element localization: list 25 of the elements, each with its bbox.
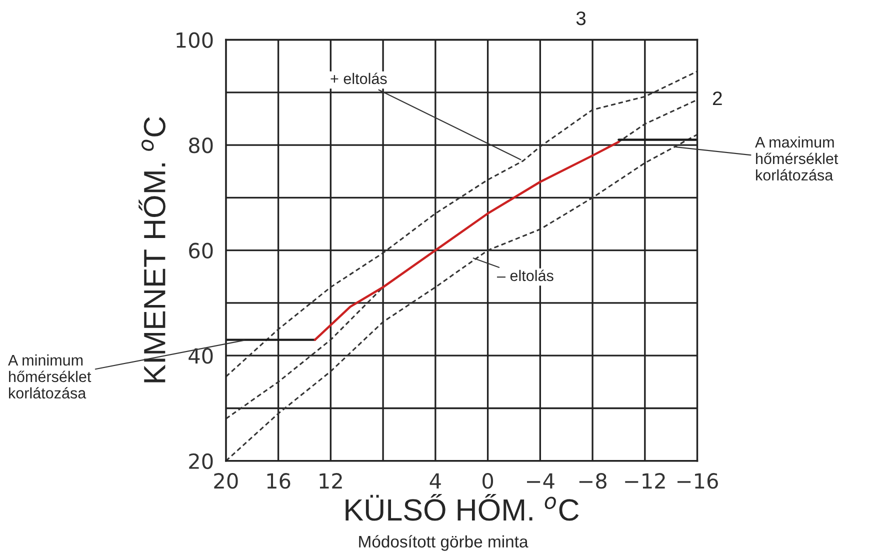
line-series	[314, 140, 620, 341]
text: 3	[576, 11, 586, 26]
x-tick-label: 20	[214, 473, 238, 489]
y-tick-label: 100	[176, 32, 213, 48]
y-tick-label: 40	[188, 348, 213, 364]
annotation: A minimum hőmérséklet korlátozása	[8, 354, 92, 399]
x-tick-label: −12	[625, 473, 665, 489]
x-tick-label: 4	[430, 473, 441, 489]
x-tick-label: 12	[320, 473, 342, 489]
text: Módosított görbe minta	[359, 535, 528, 551]
line-series	[226, 70, 698, 378]
x-axis-title: KÜLSŐ HŐM. $^{o}$C	[346, 494, 579, 521]
y-tick-label: 80	[189, 137, 213, 154]
annotation: A maximum hőmérséklet korlátozása	[755, 136, 838, 181]
y-tick-label: 20	[189, 453, 213, 470]
annotation: – eltolás	[497, 270, 554, 282]
x-tick-label: 0	[482, 473, 494, 489]
x-tick-label: −16	[678, 473, 718, 489]
x-tick-label: 16	[267, 473, 290, 489]
y-tick-label: 60	[189, 242, 213, 259]
x-tick-label: −4	[527, 473, 554, 489]
y-axis-title: KIMENET HŐM. $^{o}$C	[138, 117, 166, 382]
x-tick-label: −8	[579, 473, 606, 489]
annotation: + eltolás	[330, 72, 387, 84]
annotation: 2	[712, 91, 722, 106]
